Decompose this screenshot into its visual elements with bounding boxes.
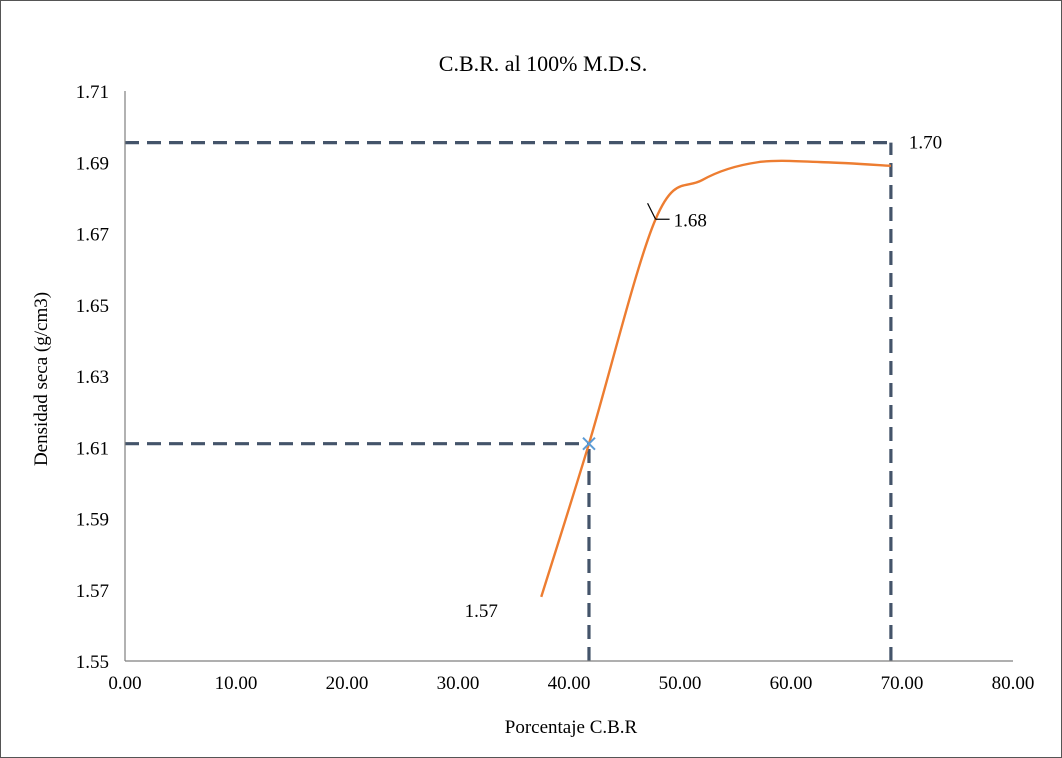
axes bbox=[124, 91, 1013, 662]
x-tick-label: 20.00 bbox=[326, 673, 369, 694]
y-tick-label: 1.63 bbox=[76, 367, 109, 388]
tick-labels: 0.00 10.00 20.00 30.00 40.00 50.00 60.00 70.00 8… bbox=[76, 82, 1035, 694]
y-tick-label: 1.57 bbox=[76, 581, 109, 602]
x-tick-label: 70.00 bbox=[881, 673, 924, 694]
leader-line bbox=[647, 202, 657, 220]
y-tick-label: 1.59 bbox=[76, 510, 109, 531]
y-tick-label: 1.61 bbox=[76, 438, 109, 459]
series-layer bbox=[540, 159, 891, 598]
reference-lines bbox=[125, 141, 893, 661]
y-axis-title: Densidad seca (g/cm3) bbox=[31, 292, 52, 466]
x-tick-label: 0.00 bbox=[108, 673, 141, 694]
chart-title: C.B.R. al 100% M.D.S. bbox=[439, 51, 647, 76]
y-tick-label: 1.55 bbox=[76, 652, 109, 673]
marker-stroke bbox=[582, 436, 596, 451]
y-tick-label: 1.65 bbox=[76, 296, 109, 317]
x-tick-label: 50.00 bbox=[659, 673, 702, 694]
x-tick-label: 30.00 bbox=[437, 673, 480, 694]
x-tick-label: 60.00 bbox=[770, 673, 813, 694]
point-labels: 1.57 1.68 1.70 bbox=[465, 133, 943, 622]
x-tick-label: 40.00 bbox=[548, 673, 591, 694]
data-label: 1.70 bbox=[909, 133, 942, 154]
y-tick-label: 1.71 bbox=[76, 82, 109, 103]
data-label: 1.68 bbox=[674, 210, 707, 231]
y-tick-label: 1.67 bbox=[76, 225, 109, 246]
x-tick-label: 80.00 bbox=[992, 673, 1035, 694]
series-line bbox=[540, 159, 891, 598]
y-tick-label: 1.69 bbox=[76, 153, 109, 174]
x-axis-title: Porcentaje C.B.R bbox=[505, 717, 638, 738]
data-marker bbox=[582, 436, 596, 451]
data-label: 1.57 bbox=[465, 601, 498, 622]
x-tick-label: 10.00 bbox=[215, 673, 258, 694]
